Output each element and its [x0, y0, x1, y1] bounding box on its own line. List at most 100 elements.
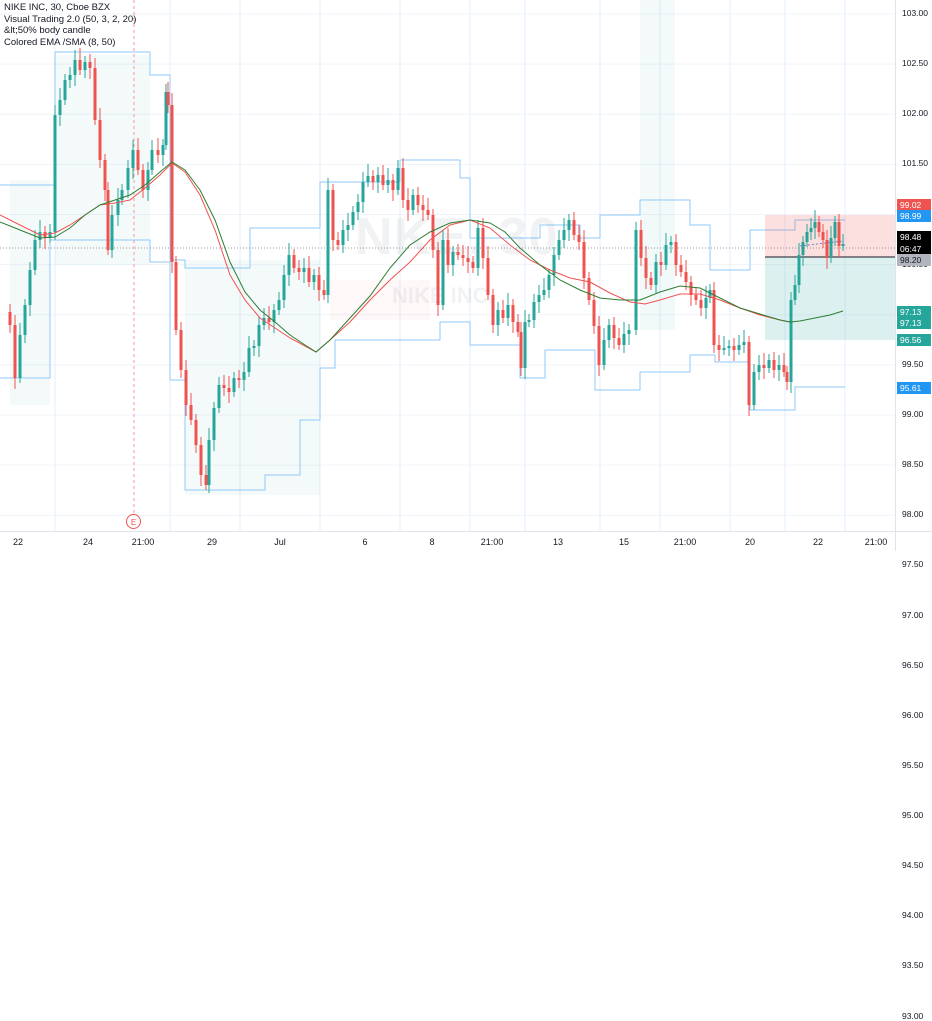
price-chart[interactable]	[0, 0, 932, 550]
candle-body	[78, 60, 82, 70]
time-tick-label: 22	[12, 537, 24, 547]
symbol-watermark: NKE, 30	[355, 208, 559, 266]
candle-body	[704, 298, 708, 308]
candle-body	[136, 150, 140, 170]
candle-body	[194, 420, 198, 445]
earnings-marker[interactable]: E	[126, 514, 141, 529]
candle-body	[772, 360, 776, 370]
time-tick-label: 24	[82, 537, 94, 547]
candle-body	[366, 176, 370, 182]
legend-indicator-visual-trading[interactable]: Visual Trading 2.0 (50, 3, 2, 20)	[4, 13, 137, 25]
price-tick-label: 95.00	[902, 810, 924, 820]
candle-body	[146, 170, 150, 190]
candle-body	[106, 190, 110, 250]
price-badge: 97.13	[897, 317, 931, 329]
candle-body	[674, 242, 678, 265]
price-tick-label: 95.50	[902, 759, 924, 770]
candle-body	[486, 258, 490, 295]
candle-body	[110, 215, 114, 250]
price-badge: 99.02	[897, 199, 931, 211]
legend-indicator-body-candle[interactable]: &lt;50% body candle	[4, 25, 91, 36]
candle-body	[801, 242, 805, 255]
candle-body	[267, 318, 271, 322]
candle-body	[58, 100, 62, 115]
candle-body	[476, 228, 480, 268]
candle-body	[53, 115, 57, 232]
price-tick-label: 102.50	[902, 58, 928, 69]
candle-body	[617, 338, 621, 345]
candle-body	[501, 310, 505, 318]
time-tick-label: 6	[362, 537, 368, 547]
candle-body	[587, 278, 591, 300]
candle-body	[277, 300, 281, 310]
candle-body	[312, 275, 316, 282]
price-tick-label: 97.00	[902, 609, 924, 620]
candle-body	[292, 255, 296, 268]
time-tick-label: 21:00	[131, 537, 155, 547]
candle-body	[532, 302, 536, 320]
candle-body	[217, 385, 221, 408]
price-scale[interactable]: 103.00102.50102.00101.50101.00100.50100.…	[895, 0, 932, 1021]
candle-body	[302, 268, 306, 272]
candle-body	[297, 268, 301, 272]
candle-body	[461, 255, 465, 258]
candle-body	[612, 325, 616, 338]
candle-body	[654, 262, 658, 285]
candle-body	[237, 378, 241, 380]
candle-body	[322, 290, 326, 295]
candle-body	[669, 242, 673, 245]
candle-body	[708, 290, 712, 298]
candle-body	[189, 405, 193, 420]
price-badge: 95.61	[897, 382, 931, 394]
candle-body	[644, 258, 648, 278]
candle-body	[331, 190, 335, 240]
price-tick-label: 94.50	[902, 860, 924, 871]
legend-indicator-colored-ema[interactable]: Colored EMA /SMA (8, 50)	[4, 36, 116, 48]
candle-body	[126, 168, 130, 190]
candle-body	[762, 365, 766, 368]
candle-body	[23, 305, 27, 335]
candle-body	[93, 68, 97, 120]
price-badge: 97.13	[897, 306, 931, 318]
candle-body	[567, 220, 571, 230]
candle-body	[519, 332, 523, 368]
candle-body	[466, 258, 470, 262]
candle-body	[767, 360, 771, 368]
candle-body	[689, 282, 693, 295]
candle-body	[150, 150, 154, 170]
candle-body	[381, 175, 385, 185]
candle-body	[287, 255, 291, 275]
price-tick-label: 93.00	[902, 1010, 924, 1021]
candle-body	[747, 342, 751, 405]
candle-body	[829, 238, 833, 258]
candle-body	[326, 190, 330, 295]
time-tick-label: 21:00	[480, 537, 504, 547]
candle-body	[170, 105, 174, 262]
axis-corner	[895, 531, 932, 551]
candle-body	[679, 265, 683, 272]
candle-body	[821, 232, 825, 240]
time-tick-label: 13	[552, 537, 564, 547]
legend-symbol[interactable]: NIKE INC, 30, Cboe BZX	[4, 2, 111, 13]
candle-body	[782, 365, 786, 372]
candle-body	[341, 230, 345, 245]
candle-body	[8, 312, 12, 325]
candle-body	[712, 290, 716, 345]
candle-body	[247, 348, 251, 372]
candle-body	[752, 372, 756, 405]
candle-body	[421, 205, 425, 210]
time-tick-label: 21:00	[864, 537, 888, 547]
candle-body	[351, 212, 355, 225]
candle-body	[361, 182, 365, 202]
candle-body	[732, 346, 736, 350]
candle-body	[441, 240, 445, 305]
candle-body	[406, 200, 410, 210]
session-shade	[55, 55, 150, 265]
time-axis[interactable]: 22 24 21:00 29 Jul 6 8 21:00 13 15 21:00 20 22 21:00	[0, 531, 895, 551]
candle-body	[207, 440, 211, 485]
candle-body	[232, 378, 236, 392]
candle-body	[161, 145, 165, 155]
candle-body	[491, 295, 495, 325]
upper-level-band	[0, 51, 845, 271]
price-tick-label: 96.00	[902, 709, 924, 720]
